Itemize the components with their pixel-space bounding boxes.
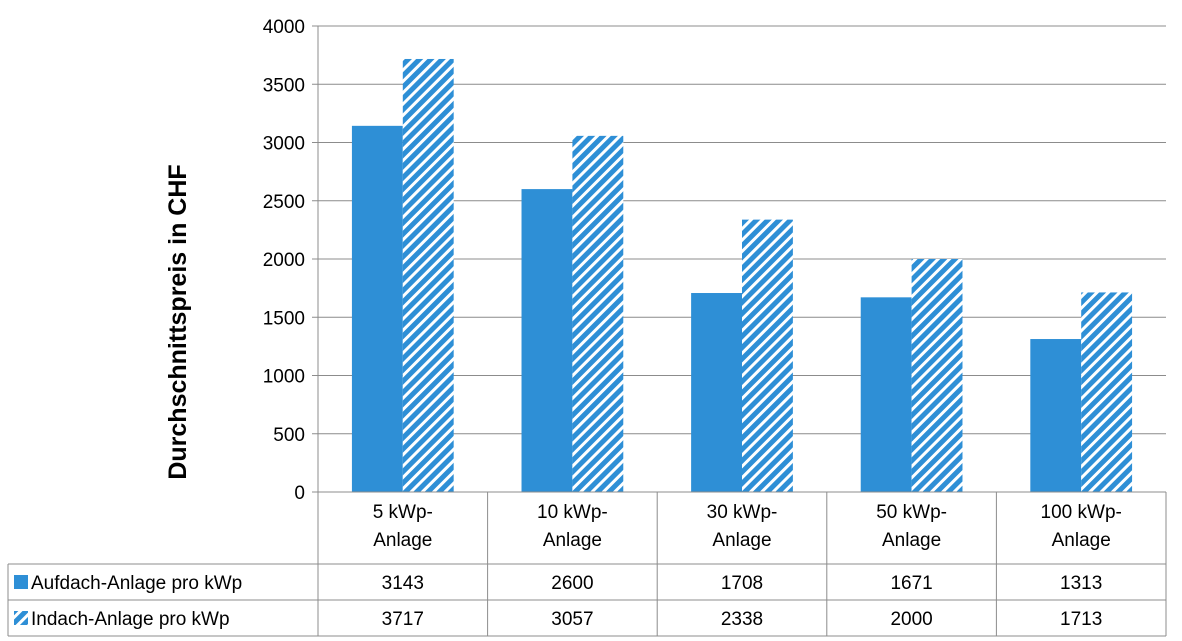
legend-label-indach-anlage-pro-kwp: Indach-Anlage pro kWp bbox=[31, 609, 230, 630]
x-tick-label-3-1: Anlage bbox=[882, 530, 941, 551]
x-tick-label-2-0: 30 kWp- bbox=[707, 502, 778, 523]
x-tick-label-4-1: Anlage bbox=[1052, 530, 1111, 551]
y-tick-label-1500: 1500 bbox=[263, 308, 305, 329]
y-tick-label-1000: 1000 bbox=[263, 367, 305, 388]
data-label-indach-anlage-pro-kwp-0: 3717 bbox=[382, 609, 424, 630]
data-label-aufdach-anlage-pro-kwp-2: 1708 bbox=[721, 573, 763, 594]
y-tick-label-4000: 4000 bbox=[263, 17, 305, 38]
bars bbox=[351, 58, 1133, 493]
y-tick-label-2000: 2000 bbox=[263, 250, 305, 271]
legend-key-aufdach-anlage-pro-kwp bbox=[14, 575, 28, 589]
axes: 0 500 1000 1500 2000 2500 3000 3500 4000 bbox=[263, 17, 319, 504]
data-table: 5 kWp- Anlage 10 kWp- Anlage 30 kWp- Anlage 50… bbox=[7, 491, 1167, 637]
bar-aufdach-anlage-pro-kwp-1 bbox=[521, 189, 573, 492]
y-tick-label-500: 500 bbox=[273, 425, 305, 446]
y-axis-label: Durchschnittspreis in CHF bbox=[164, 164, 192, 479]
bar-aufdach-anlage-pro-kwp-0 bbox=[351, 125, 403, 492]
data-label-aufdach-anlage-pro-kwp-3: 1671 bbox=[890, 573, 932, 594]
bar-indach-anlage-pro-kwp-3 bbox=[911, 259, 963, 492]
bar-indach-anlage-pro-kwp-4 bbox=[1081, 292, 1133, 492]
bar-aufdach-anlage-pro-kwp-2 bbox=[691, 293, 742, 492]
legend-label-aufdach-anlage-pro-kwp: Aufdach-Anlage pro kWp bbox=[31, 573, 242, 594]
bar-aufdach-anlage-pro-kwp-3 bbox=[860, 297, 912, 492]
data-label-aufdach-anlage-pro-kwp-4: 1313 bbox=[1060, 573, 1102, 594]
legend-key-indach-anlage-pro-kwp bbox=[14, 611, 28, 625]
x-tick-label-1-1: Anlage bbox=[543, 530, 602, 551]
y-tick-label-3500: 3500 bbox=[263, 75, 305, 96]
y-tick-label-3000: 3000 bbox=[263, 134, 305, 155]
data-label-indach-anlage-pro-kwp-1: 3057 bbox=[551, 609, 593, 630]
data-label-indach-anlage-pro-kwp-3: 2000 bbox=[890, 609, 932, 630]
x-tick-label-0-1: Anlage bbox=[373, 530, 432, 551]
data-label-aufdach-anlage-pro-kwp-1: 2600 bbox=[551, 573, 593, 594]
x-tick-label-3-0: 50 kWp- bbox=[876, 502, 947, 523]
x-tick-label-1-0: 10 kWp- bbox=[537, 502, 608, 523]
data-label-aufdach-anlage-pro-kwp-0: 3143 bbox=[382, 573, 424, 594]
bar-indach-anlage-pro-kwp-1 bbox=[572, 135, 624, 492]
x-tick-label-4-0: 100 kWp- bbox=[1041, 502, 1122, 523]
bar-indach-anlage-pro-kwp-0 bbox=[402, 58, 454, 492]
bar-aufdach-anlage-pro-kwp-4 bbox=[1030, 339, 1082, 492]
x-tick-label-0-0: 5 kWp- bbox=[373, 502, 433, 523]
y-tick-label-2500: 2500 bbox=[263, 192, 305, 213]
x-tick-label-2-1: Anlage bbox=[712, 530, 771, 551]
bar-indach-anlage-pro-kwp-2 bbox=[742, 219, 793, 493]
data-label-indach-anlage-pro-kwp-2: 2338 bbox=[721, 609, 763, 630]
y-tick-label-0: 0 bbox=[294, 483, 305, 504]
data-label-indach-anlage-pro-kwp-4: 1713 bbox=[1060, 609, 1102, 630]
